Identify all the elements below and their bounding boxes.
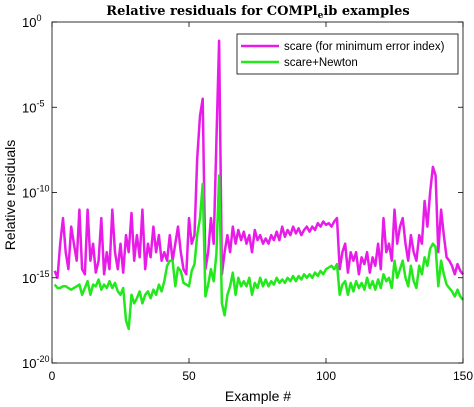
- series-lines: [53, 39, 464, 331]
- x-tick-label: 50: [182, 369, 196, 383]
- x-tick-label: 0: [49, 369, 56, 383]
- chart-title: Relative residuals for COMPleib examples: [106, 4, 409, 21]
- y-tick-label: 10-15: [22, 269, 49, 286]
- y-tick-label: 10-5: [22, 98, 44, 115]
- legend-label-series-2: scare+Newton: [284, 57, 358, 69]
- legend-box: [236, 33, 459, 75]
- y-tick-label: 10-20: [22, 354, 49, 371]
- series-line-2: [53, 174, 464, 331]
- x-tick-label: 100: [316, 369, 336, 383]
- x-tick-label: 150: [453, 369, 473, 383]
- legend: scare (for minimum error index) scare+Ne…: [236, 33, 459, 75]
- series-line-1: [53, 39, 464, 280]
- y-axis-label: Relative residuals: [2, 140, 18, 251]
- y-tick-label: 100: [22, 13, 41, 30]
- plot-background: [52, 22, 463, 363]
- legend-label-series-1: scare (for minimum error index): [284, 41, 445, 53]
- ticks: 0 50 100 150 10-20 10-15 10-10 10-5 100: [22, 13, 473, 383]
- plot-area: [52, 22, 463, 363]
- x-axis-label: Example #: [225, 388, 291, 404]
- y-tick-label: 10-10: [22, 184, 49, 201]
